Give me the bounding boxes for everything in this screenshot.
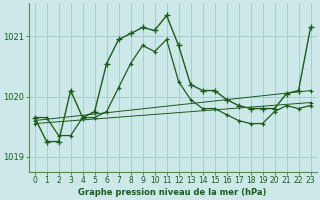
X-axis label: Graphe pression niveau de la mer (hPa): Graphe pression niveau de la mer (hPa)	[78, 188, 267, 197]
